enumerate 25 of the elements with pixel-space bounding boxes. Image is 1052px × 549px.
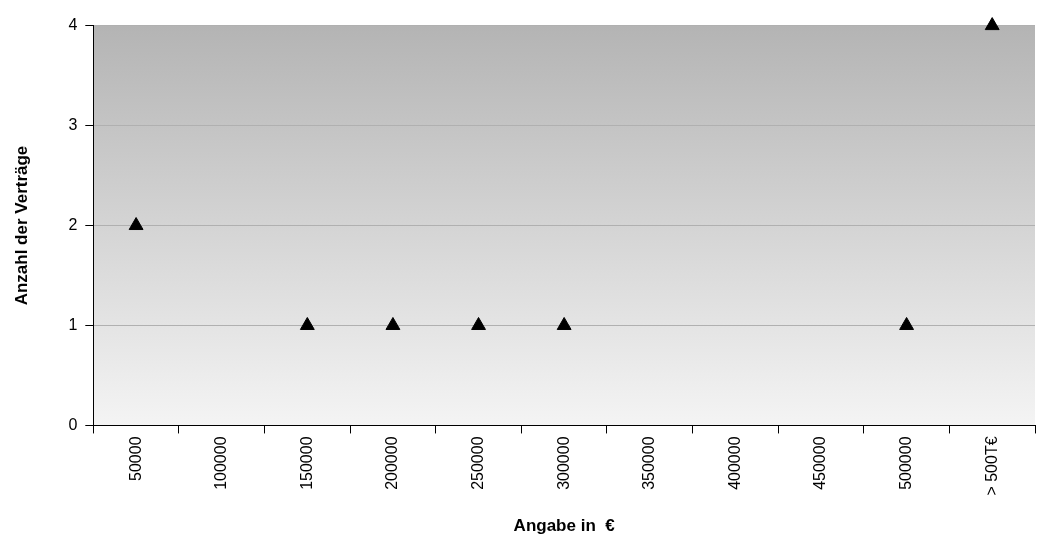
x-tick-label: 300000 [554,436,572,490]
point [299,316,315,330]
y-tick-label: 4 [68,16,78,34]
x-tick-label: 350000 [640,436,658,490]
y-tick-label: 3 [68,115,78,133]
x-tick-label: 200000 [383,436,401,490]
point [556,316,572,330]
point [471,316,486,330]
point [899,316,915,330]
x-tick-label: 400000 [725,436,743,490]
y-tick-label: 2 [68,215,78,233]
x-tick-label: 450000 [811,436,829,490]
y-axis-title: Anzahl der Verträge [11,145,31,306]
x-tick-label: 250000 [468,436,486,490]
x-tick-label: 50000 [126,436,144,481]
x-tick-label: 500000 [896,436,914,490]
point [984,17,1000,31]
x-axis-title: Angabe in € [513,516,616,536]
y-tick-label: 1 [68,315,78,333]
x-tick-label: 150000 [297,436,315,490]
x-tick-label: > 500T€ [982,436,1000,496]
y-tick-label: 0 [68,415,78,433]
point [385,316,401,330]
x-tick-label: 100000 [212,436,230,490]
point [128,217,144,231]
